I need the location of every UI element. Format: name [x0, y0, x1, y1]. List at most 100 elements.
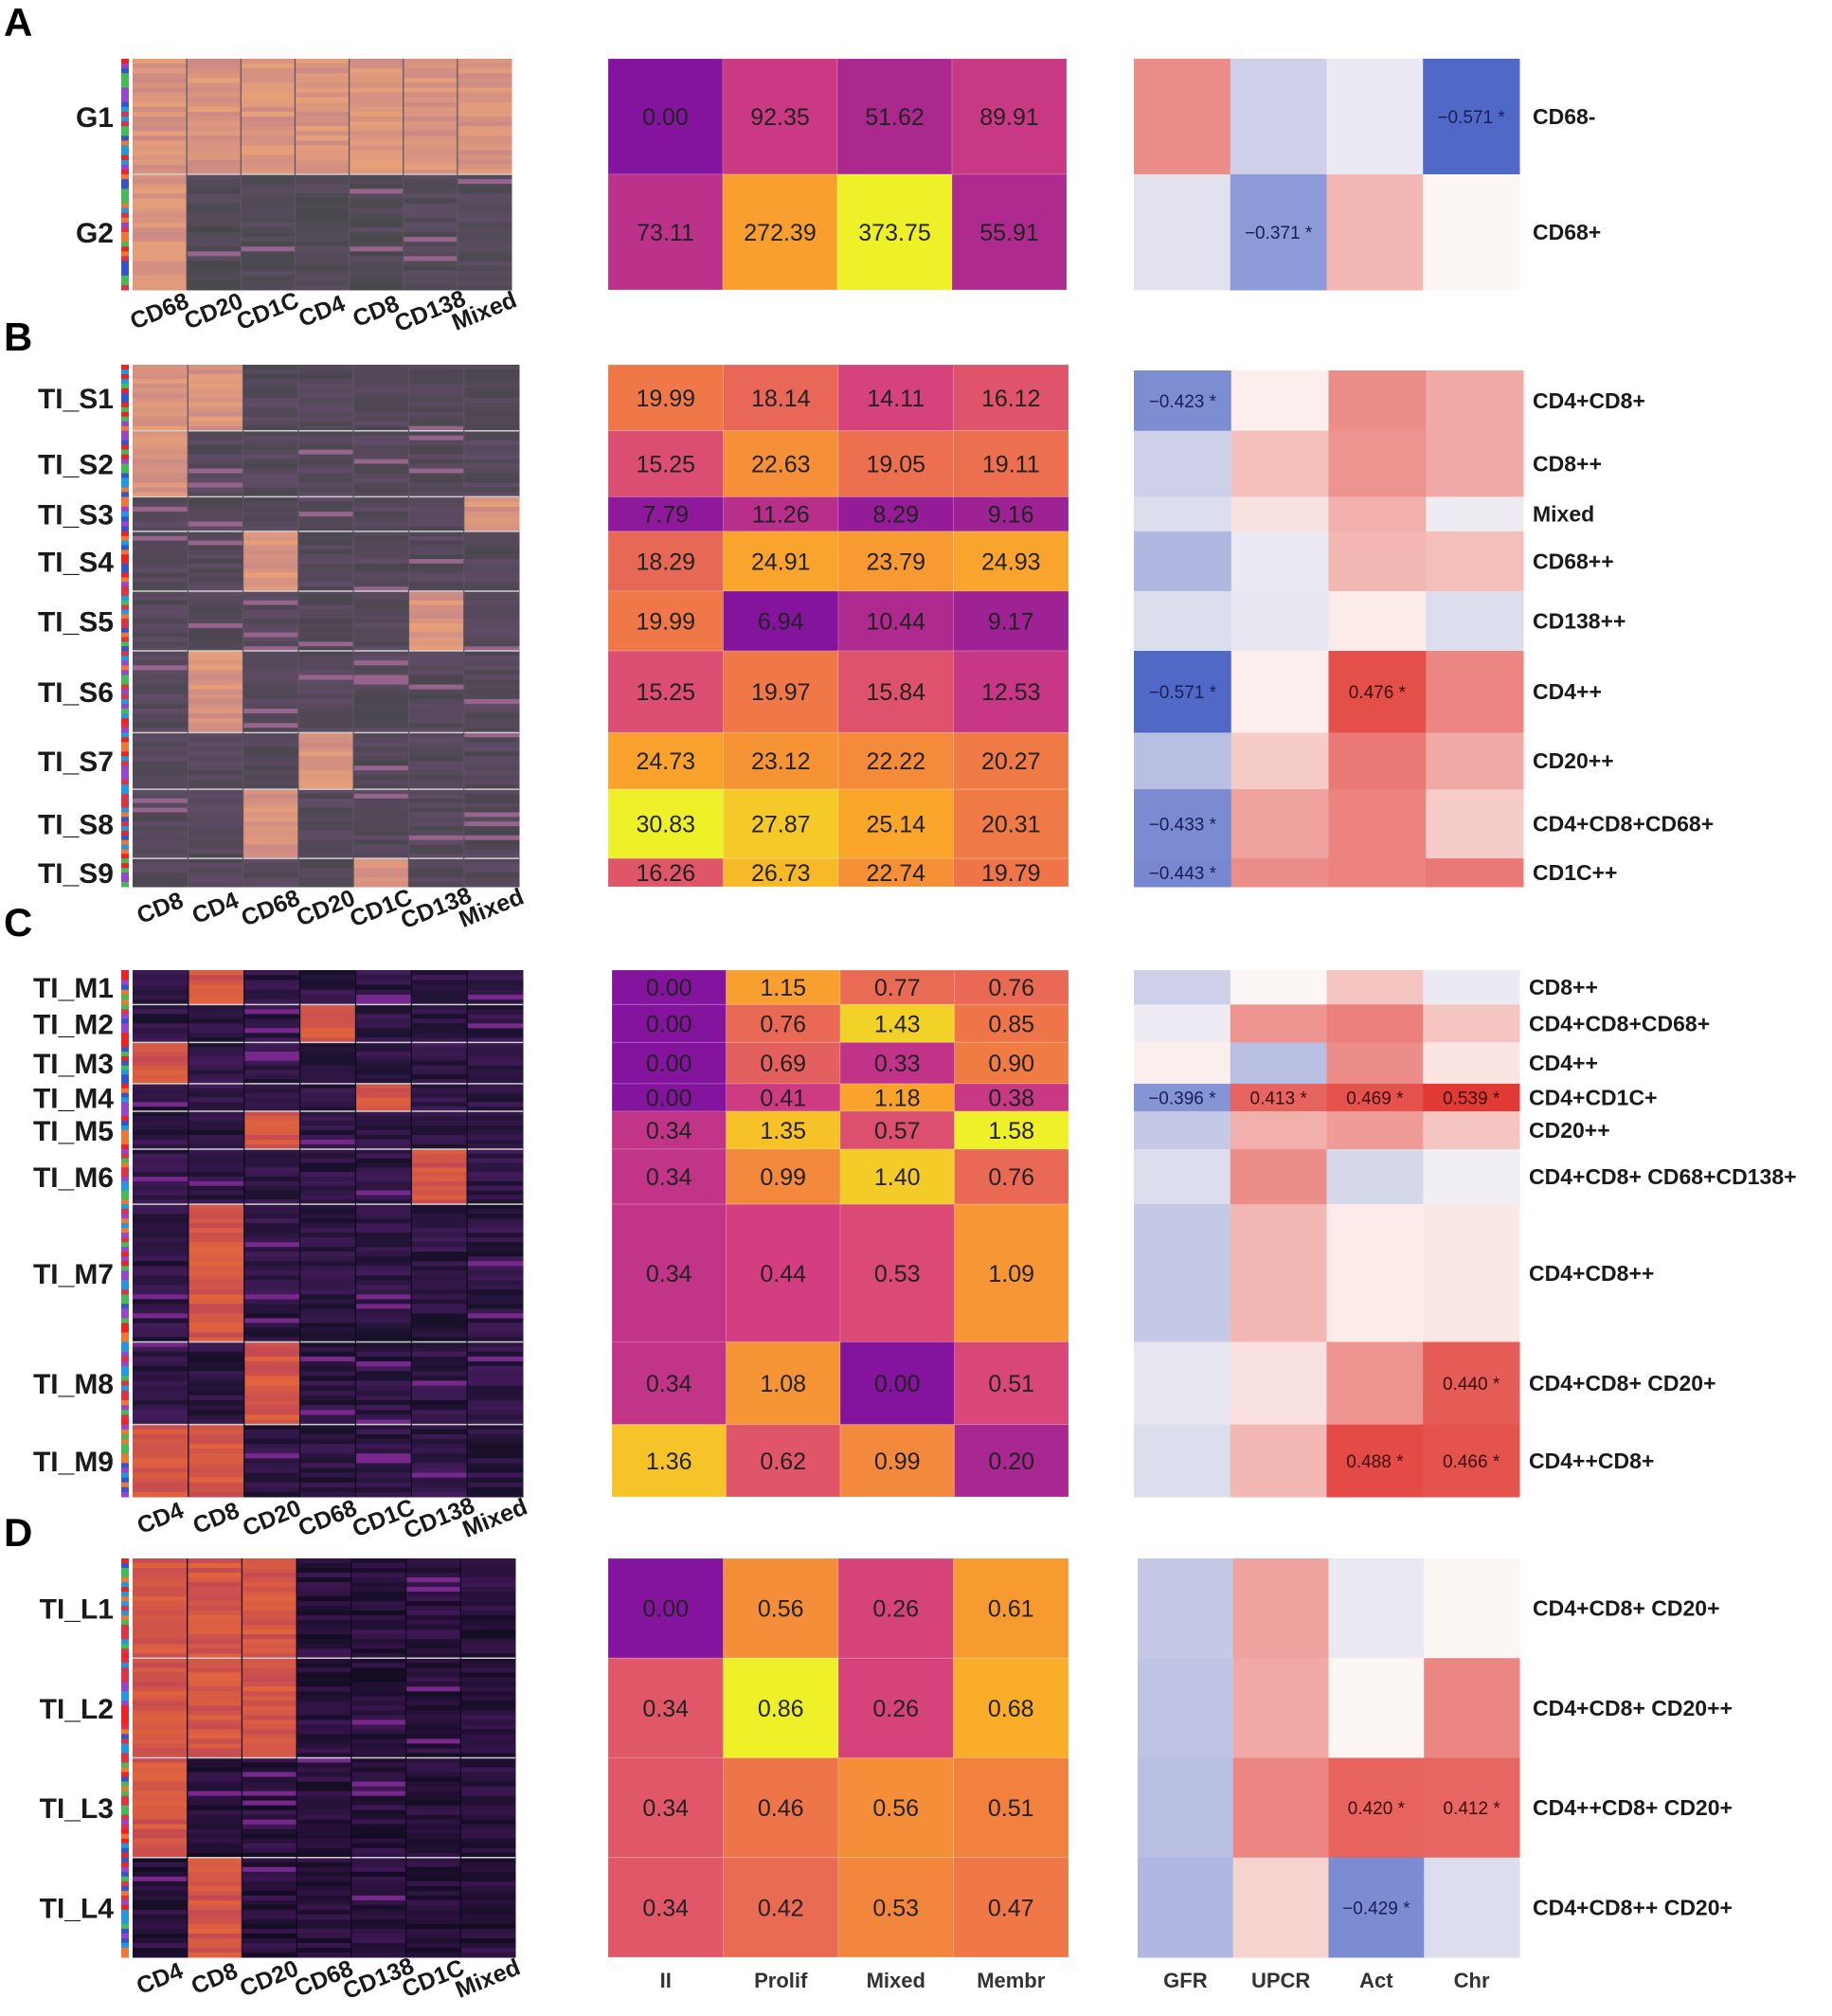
correlation-cell	[1230, 789, 1329, 859]
value-label: 0.53	[874, 1261, 921, 1287]
value-label: 26.73	[751, 860, 811, 887]
value-cell	[723, 1757, 839, 1859]
value-cell	[954, 1083, 1069, 1112]
cluster-label: TI_S2	[38, 450, 114, 481]
marker-heatmap-A	[121, 59, 512, 291]
value-cell	[611, 1148, 727, 1205]
value-label: 7.79	[642, 502, 689, 529]
value-label: 0.34	[646, 1164, 692, 1191]
value-label: 0.69	[760, 1051, 806, 1077]
value-label: 1.40	[874, 1164, 921, 1191]
value-cell	[723, 590, 839, 652]
value-label: 23.12	[751, 748, 811, 775]
value-label: 11.26	[752, 502, 810, 529]
correlation-cell	[1328, 1857, 1425, 1958]
value-label: 0.34	[646, 1261, 692, 1287]
value-cell	[726, 1083, 841, 1112]
correlation-cell	[1423, 59, 1520, 175]
correlation-cell	[1134, 858, 1232, 888]
value-label: 18.14	[751, 386, 811, 412]
panel-letter-B: B	[4, 315, 32, 359]
value-cell	[611, 1203, 727, 1342]
cell-type-label: CD4+CD8+ CD20+	[1533, 1596, 1720, 1621]
correlation-cell	[1134, 59, 1231, 175]
value-label: 0.38	[988, 1085, 1034, 1111]
value-cell	[837, 531, 954, 592]
correlation-label: 0.420 *	[1348, 1799, 1406, 1819]
value-cell	[839, 1341, 955, 1426]
cluster-label: TI_M7	[33, 1259, 114, 1290]
correlation-cell	[1134, 789, 1232, 859]
correlation-cell	[1230, 1148, 1327, 1205]
value-label: 6.94	[758, 609, 804, 636]
value-label: 0.46	[758, 1795, 804, 1822]
value-label: 20.31	[981, 812, 1041, 838]
correlation-label: −0.571 *	[1437, 108, 1505, 128]
correlation-cell	[1134, 1004, 1231, 1043]
correlation-cell	[1138, 1757, 1234, 1859]
value-cell	[607, 857, 724, 888]
cluster-label: G2	[76, 218, 114, 249]
panel-letter-C: C	[4, 900, 32, 945]
value-cell	[839, 1203, 955, 1342]
value-cell	[951, 173, 1068, 291]
value-cell	[954, 1203, 1069, 1342]
correlation-cell	[1134, 1424, 1231, 1498]
value-cell	[611, 1110, 727, 1150]
correlation-heatmap-B: −0.423 * −0.571 * 0.476 * −0.433 * −0.443 *	[1134, 370, 1524, 888]
cell-type-label: CD20++	[1529, 1118, 1610, 1143]
value-label: 0.76	[988, 1164, 1034, 1191]
correlation-label: 0.466 *	[1443, 1452, 1500, 1472]
correlation-label: −0.429 *	[1342, 1899, 1410, 1918]
value-label: 0.99	[760, 1164, 806, 1191]
marker-heatmap-C	[121, 970, 524, 1498]
value-label: 19.99	[636, 609, 695, 636]
correlation-cell	[1326, 1083, 1424, 1112]
value-label: 1.09	[988, 1261, 1034, 1287]
correlation-cell	[1134, 651, 1232, 733]
correlation-column-label: UPCR	[1251, 1969, 1310, 1992]
value-cell	[726, 1424, 841, 1498]
correlation-cell	[1326, 174, 1424, 291]
value-cell	[611, 1424, 727, 1498]
cluster-label: TI_S7	[38, 747, 114, 778]
correlation-cell	[1328, 1658, 1425, 1758]
value-cell	[953, 1557, 1069, 1659]
correlation-cell	[1230, 430, 1329, 497]
correlation-cell	[1424, 1558, 1520, 1659]
correlation-cell	[1134, 1148, 1231, 1205]
value-cell	[837, 857, 954, 888]
value-label: 272.39	[744, 220, 816, 246]
marker-column-label: CD8	[188, 1957, 242, 2000]
correlation-label: −0.571 *	[1149, 683, 1217, 703]
cell-type-label: CD68-	[1533, 104, 1595, 129]
value-label: 16.12	[981, 386, 1041, 412]
correlation-cell	[1328, 732, 1427, 790]
value-cell	[611, 969, 727, 1005]
value-label: 9.17	[988, 609, 1034, 636]
correlation-column-label: Chr	[1454, 1969, 1490, 1992]
value-label: 0.00	[642, 1596, 689, 1623]
marker-column-label: CD4	[189, 887, 242, 929]
value-cell	[723, 1857, 839, 1958]
panel-letter-D: D	[4, 1510, 32, 1555]
correlation-cell	[1328, 370, 1427, 432]
value-cell	[953, 1857, 1069, 1958]
value-label: 0.26	[872, 1596, 919, 1623]
value-label: 89.91	[979, 104, 1039, 131]
correlation-cell	[1328, 1757, 1425, 1859]
value-label: 0.99	[874, 1449, 921, 1475]
panel-letter-A: A	[4, 0, 32, 45]
correlation-heatmap-A: −0.571 * −0.371 *	[1134, 59, 1520, 291]
value-label: 16.26	[636, 860, 695, 887]
correlation-cell	[1138, 1857, 1234, 1958]
correlation-cell	[1426, 430, 1524, 497]
value-cell	[726, 1003, 841, 1043]
correlation-cell	[1134, 1341, 1231, 1426]
cell-type-label: CD20++	[1533, 748, 1614, 773]
correlation-cell	[1423, 1204, 1520, 1342]
value-column-label: Prolif	[754, 1969, 808, 1992]
value-cell	[722, 58, 838, 175]
cluster-label: TI_M6	[33, 1162, 114, 1194]
correlation-cell	[1230, 970, 1327, 1005]
